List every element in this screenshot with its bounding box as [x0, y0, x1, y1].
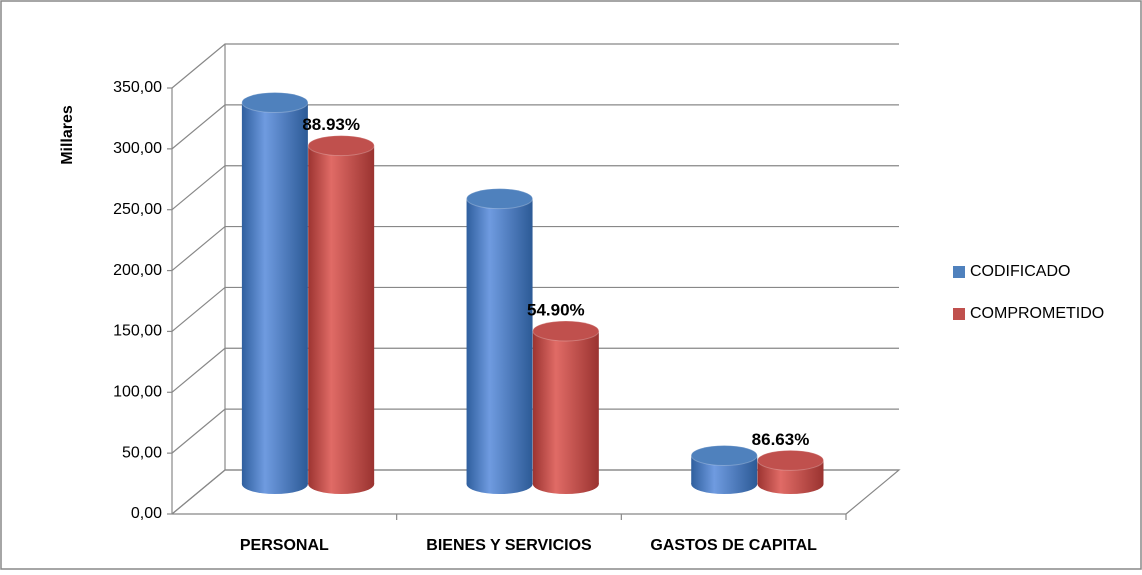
cylinder-top: [756, 449, 824, 471]
grid-line: [171, 104, 899, 150]
grid-line: [171, 469, 899, 515]
grid-line: [171, 225, 899, 272]
cylinder: [241, 92, 309, 494]
cylinder: [466, 188, 534, 494]
cylinder-body: [532, 330, 599, 484]
cylinder: [307, 135, 375, 494]
cylinder-top: [466, 188, 534, 210]
y-tick-label: 100,00: [113, 384, 162, 401]
cylinder: [756, 449, 824, 494]
y-tick-label: 300,00: [113, 140, 162, 157]
y-tick-label: 350,00: [113, 79, 162, 96]
grid-line: [171, 408, 899, 454]
legend-swatch: [953, 266, 965, 278]
legend-swatch: [953, 308, 965, 320]
x-tick-label: GASTOS DE CAPITAL: [650, 537, 817, 554]
annotation: 54.90%: [527, 300, 585, 319]
annotation: 88.93%: [302, 115, 360, 134]
cylinder-top: [532, 320, 600, 342]
cylinder: [532, 320, 600, 494]
y-tick-label: 50,00: [122, 444, 162, 461]
y-tick-label: 200,00: [113, 262, 162, 279]
cylinder: [690, 444, 758, 494]
cylinder-top: [690, 444, 758, 466]
cylinder-body: [308, 145, 375, 484]
x-tick-label: BIENES Y SERVICIOS: [426, 537, 592, 554]
grid-line: [171, 286, 899, 332]
cylinder-top: [307, 135, 375, 157]
x-tick-label: PERSONAL: [240, 537, 329, 554]
cylinder-body: [241, 102, 308, 484]
grid-line: [171, 43, 899, 89]
grid-line: [171, 347, 899, 393]
cylinder-top: [241, 92, 309, 114]
y-tick-label: 150,00: [113, 323, 162, 340]
cylinder-body: [466, 198, 533, 484]
y-axis-label: Millares: [59, 105, 76, 165]
annotation: 86.63%: [752, 430, 810, 449]
legend-label: COMPROMETIDO: [970, 305, 1104, 322]
legend-label: CODIFICADO: [970, 263, 1070, 280]
grid-line: [171, 165, 899, 211]
y-tick-label: 250,00: [113, 201, 162, 218]
y-tick-label: 0,00: [131, 505, 162, 522]
